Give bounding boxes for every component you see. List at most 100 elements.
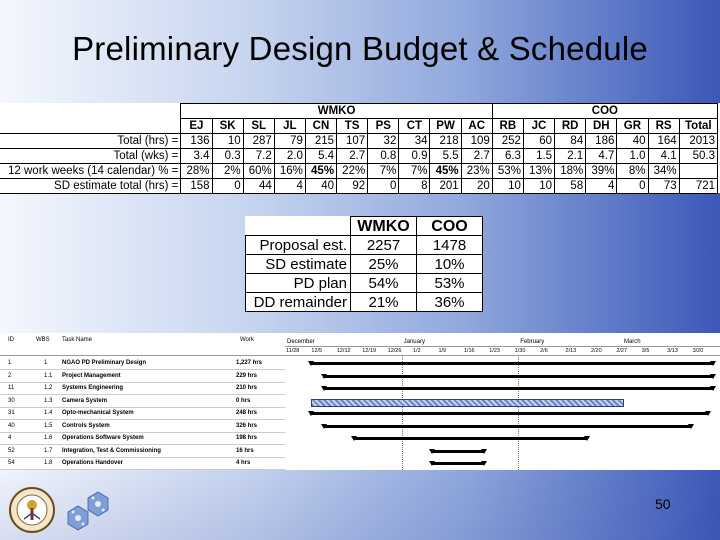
table-cell: 8 [398, 178, 431, 194]
task-wbs: 1.8 [44, 460, 53, 466]
task-bar[interactable] [351, 436, 591, 441]
column-header: DH [585, 118, 618, 134]
gantt-task-row: 4 1.6 Operations Software System 198 hrs [0, 432, 285, 445]
blank-cell [245, 216, 351, 236]
table-cell: 28% [180, 163, 213, 179]
task-id: 40 [8, 422, 15, 429]
gantt-task-row: 30 1.3 Camera System 0 hrs [0, 395, 285, 408]
table-cell: 39% [585, 163, 618, 179]
table-cell: 5.5 [429, 148, 462, 164]
timeline-month: January [403, 339, 425, 345]
table-cell: 1.5 [522, 148, 556, 164]
table-cell: 44 [242, 178, 275, 194]
table-cell: 4.1 [647, 148, 680, 164]
timeline-week: 2/27 [616, 348, 628, 354]
university-seal-icon [9, 487, 55, 533]
table-row: Total (wks) = 3.4 0.3 7.2 2.0 5.4 2.7 0.8 0.9 5.5… [0, 148, 719, 164]
table-cell: 0 [616, 178, 649, 194]
table-cell: 109 [460, 133, 493, 149]
task-work: 1,227 hrs [236, 360, 263, 366]
task-name: Integration, Test & Commissioning [62, 447, 161, 454]
column-header: PS [367, 118, 400, 134]
timeline-week: 3/5 [641, 348, 650, 354]
task-wbs: 1.3 [44, 397, 53, 404]
gantt-task-row: 1 1 NGAO PD Preliminary Design 1,227 hrs [0, 357, 285, 370]
task-wbs: 1.4 [44, 410, 53, 416]
task-bar[interactable] [310, 398, 624, 407]
task-name: Opto-mechanical System [62, 410, 134, 416]
timeline-week: 1/9 [438, 348, 447, 354]
summary-table: WMKO COO Proposal est. 2257 1478 SD estimate 2… [245, 216, 483, 312]
table-cell: 158 [180, 178, 213, 194]
timeline-week: 3/13 [667, 348, 678, 354]
table-cell: 2.1 [554, 148, 587, 164]
group-header-coo: COO [491, 103, 719, 119]
task-work: 16 hrs [236, 447, 254, 454]
task-name: Camera System [62, 397, 108, 404]
table-cell: 2.7 [460, 148, 493, 164]
task-bar[interactable] [307, 411, 712, 416]
task-wbs: 1.6 [44, 435, 53, 441]
gantt-task-row: 2 1.1 Project Management 229 hrs [0, 370, 285, 383]
task-bar[interactable] [320, 423, 695, 429]
row-label: Total (hrs) = [0, 133, 182, 149]
summary-label: PD plan [245, 273, 351, 293]
summary-label: SD estimate [245, 254, 351, 274]
task-bar[interactable] [307, 361, 716, 366]
table-cell: 22% [336, 163, 369, 179]
task-bar[interactable] [428, 448, 487, 454]
column-header: JL [273, 118, 306, 134]
table-row: 12 work weeks (14 calendar) % = 28% 2% 60% 1… [0, 163, 719, 179]
table-cell: 0 [211, 178, 244, 194]
table-cell: 45% [429, 163, 462, 179]
task-work: 248 hrs [236, 410, 258, 416]
task-name: Controls System [62, 422, 110, 429]
table-cell: 136 [180, 133, 213, 149]
task-id: 1 [8, 360, 12, 366]
task-id: 4 [8, 435, 12, 441]
gantt-chart: ID WBS Task Name Work December January Feb… [0, 333, 720, 470]
timeline-month: December [287, 339, 315, 345]
table-cell: 34% [647, 163, 680, 179]
table-cell: 40 [616, 133, 649, 149]
table-cell: 10 [211, 133, 244, 149]
table-row: Total (hrs) = 136 10 287 79 215 107 32 34 218 109 2… [0, 133, 719, 149]
timeline-week: 1/2 [413, 348, 421, 354]
task-wbs: 1.1 [44, 372, 53, 379]
table-cell: 2013 [678, 133, 719, 149]
table-cell [678, 163, 719, 179]
table-cell: 6.3 [491, 148, 524, 164]
task-id: 54 [8, 460, 15, 466]
column-header: JC [522, 118, 556, 134]
timeline-week: 12/5 [311, 348, 323, 354]
task-work: 326 hrs [236, 422, 258, 429]
summary-row: PD plan 54% 53% [245, 273, 483, 293]
summary-value-coo: 1478 [416, 235, 483, 255]
table-cell: 215 [304, 133, 338, 149]
table-cell: 16% [273, 163, 306, 179]
column-header: SK [211, 118, 244, 134]
table-cell: 8% [616, 163, 649, 179]
task-work: 229 hrs [236, 372, 258, 379]
task-name: NGAO PD Preliminary Design [62, 360, 147, 366]
task-bar[interactable] [428, 461, 487, 466]
gantt-header-id: ID [8, 337, 14, 343]
table-cell: 4 [273, 178, 306, 194]
task-bar[interactable] [320, 386, 716, 391]
timeline-week: 2/13 [565, 348, 577, 354]
blank-cell [0, 119, 181, 134]
column-header: CN [304, 118, 338, 134]
task-bar[interactable] [320, 373, 716, 379]
table-cell: 34 [398, 133, 431, 149]
summary-row: Proposal est. 2257 1478 [245, 235, 483, 255]
table-cell: 3.4 [180, 148, 213, 164]
table-cell: 73 [647, 178, 680, 194]
table-cell: 79 [273, 133, 306, 149]
summary-value-wmko: 21% [350, 292, 417, 312]
timeline-week: 3/20 [692, 348, 704, 354]
gantt-task-row: 40 1.5 Controls System 326 hrs [0, 420, 285, 433]
task-work: 198 hrs [236, 435, 258, 441]
table-cell: 5.4 [304, 148, 338, 164]
summary-value-wmko: 25% [350, 254, 417, 274]
header-divider [0, 355, 720, 356]
